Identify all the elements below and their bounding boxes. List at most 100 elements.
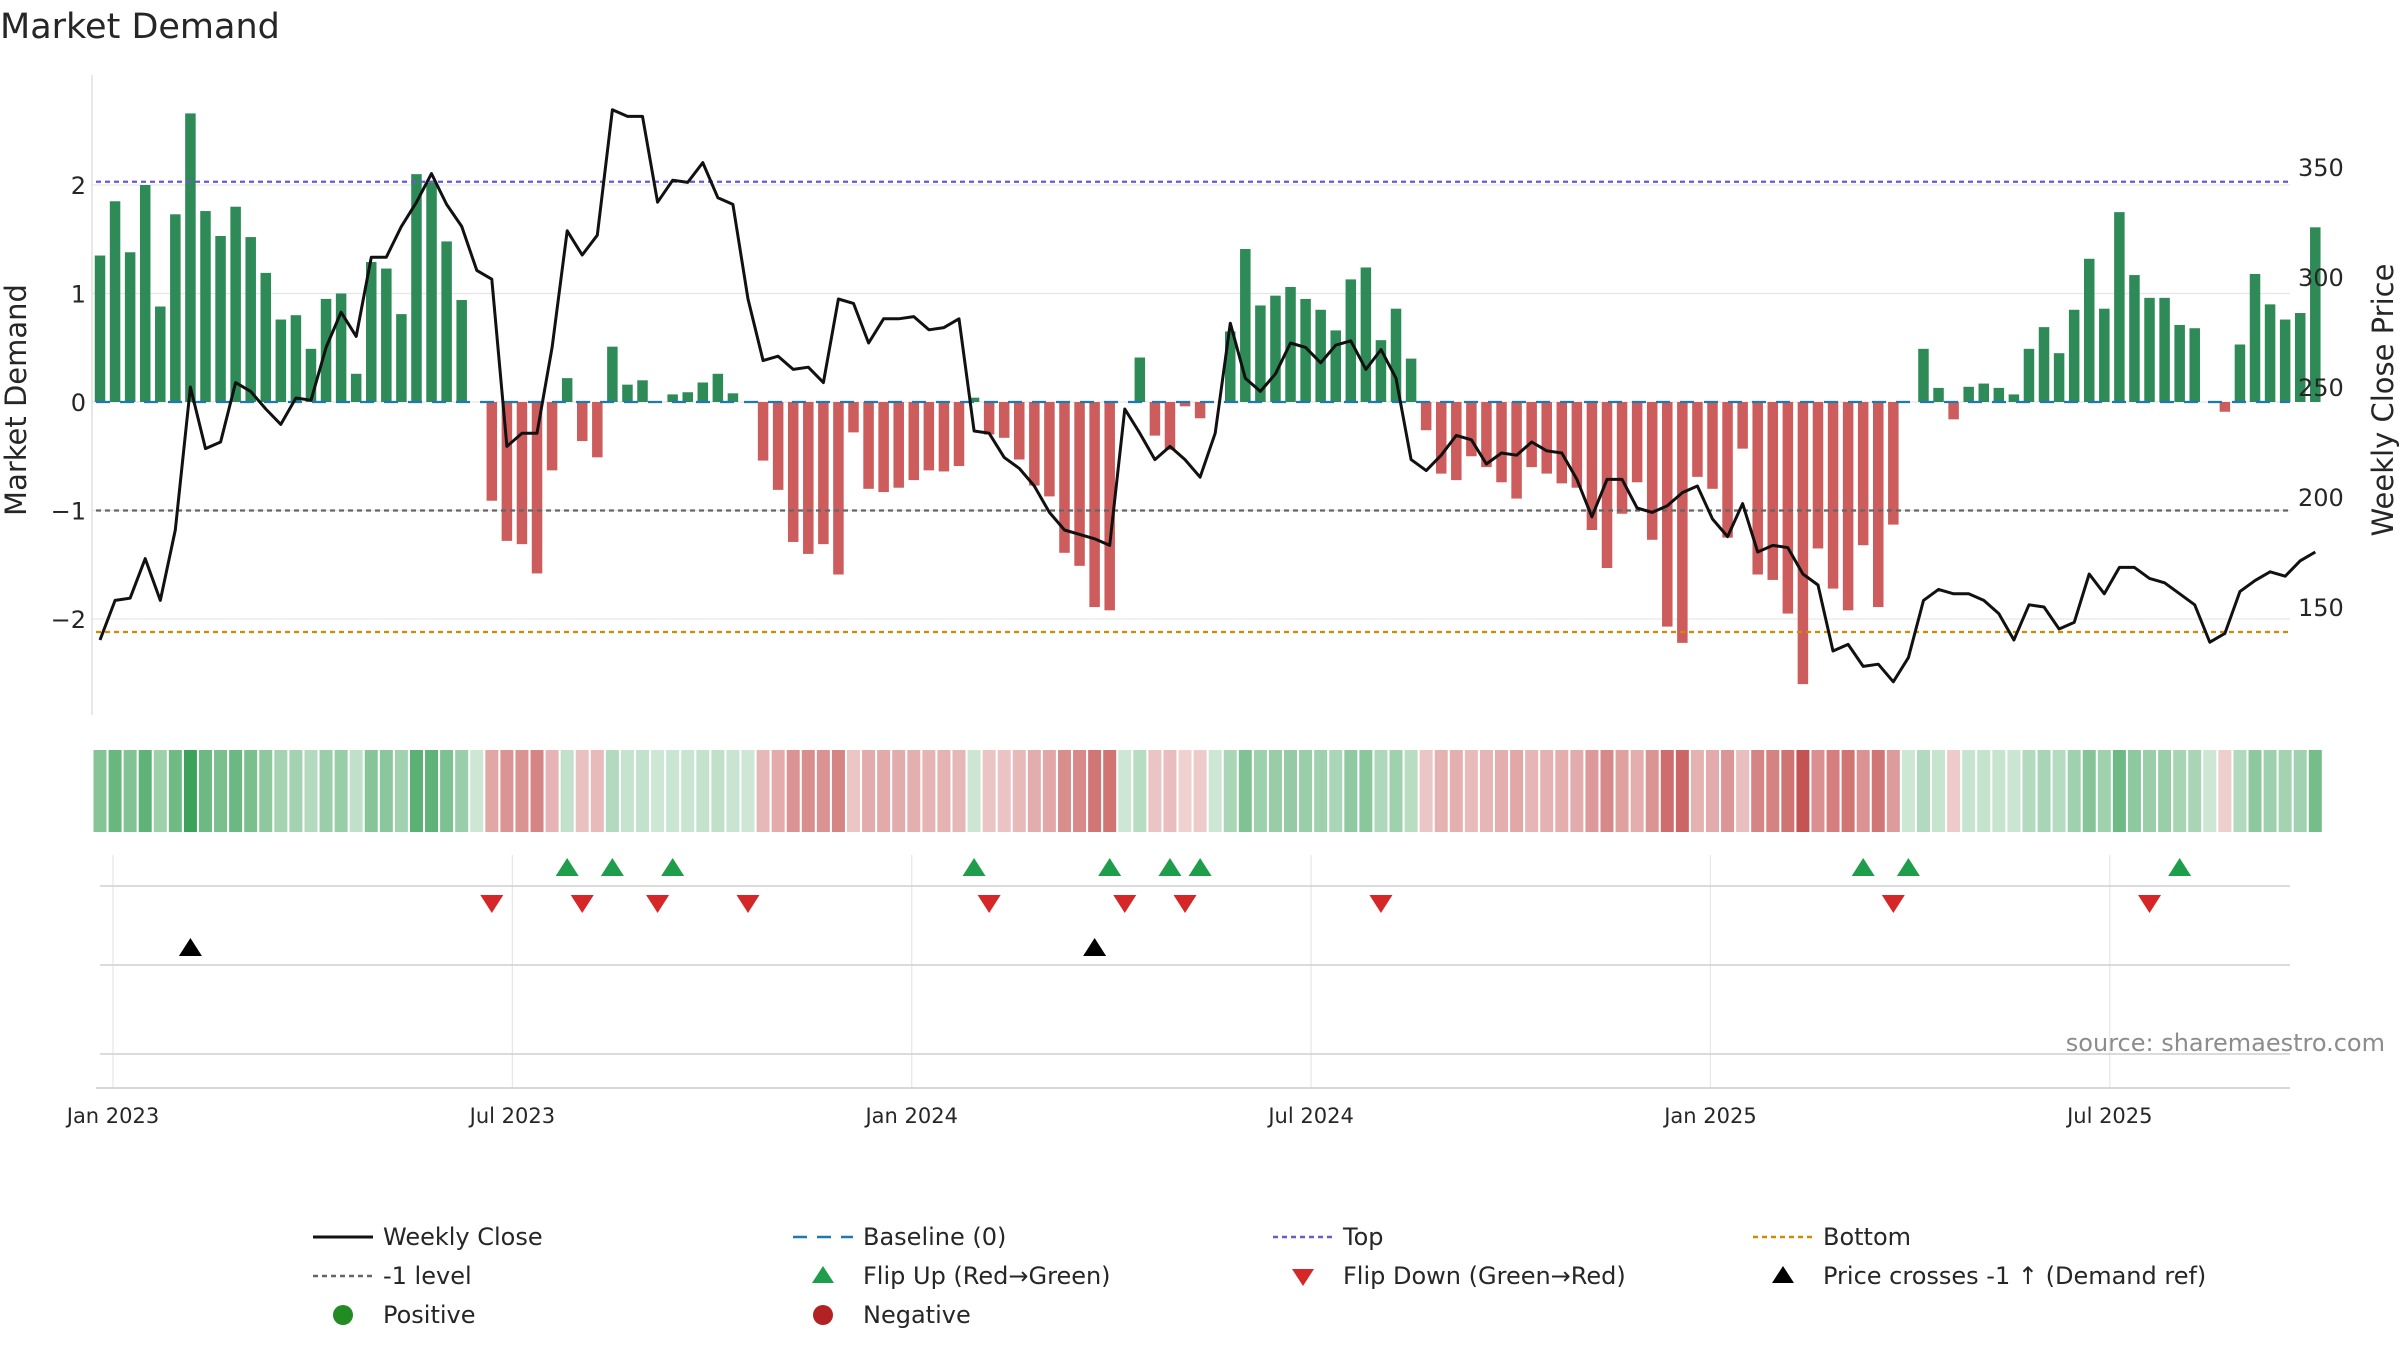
- heat-cell: [1148, 750, 1162, 832]
- heat-cell: [1871, 750, 1885, 832]
- flip-down-marker: [2138, 895, 2162, 913]
- heat-cell: [1374, 750, 1388, 832]
- heat-cell: [2112, 750, 2126, 832]
- demand-bar: [441, 241, 452, 402]
- heat-cell: [2263, 750, 2277, 832]
- legend-label: Price crosses -1 ↑ (Demand ref): [1823, 1262, 2206, 1290]
- flip-down-marker: [646, 895, 670, 913]
- flip-up-marker: [2168, 858, 2192, 876]
- heat-cell: [1419, 750, 1433, 832]
- demand-bar: [697, 382, 709, 402]
- demand-bar: [592, 402, 603, 458]
- heat-cell: [997, 750, 1011, 832]
- heat-cell: [892, 750, 906, 832]
- heat-cell: [2067, 750, 2081, 832]
- legend-item: Flip Up (Red→Green): [812, 1262, 1111, 1290]
- heat-cell: [1208, 750, 1222, 832]
- demand-bar: [953, 402, 965, 467]
- demand-bar: [1857, 402, 1869, 546]
- heat-cell: [2037, 750, 2051, 832]
- demand-bar: [170, 214, 181, 402]
- heat-cell: [1645, 750, 1659, 832]
- heat-cell: [1992, 750, 2006, 832]
- demand-bar: [1586, 402, 1598, 531]
- heat-cell: [1811, 750, 1825, 832]
- demand-bar: [1375, 340, 1387, 402]
- heat-cell: [1057, 750, 1071, 832]
- legend: Weekly Close Baseline (0) Top Bottom -1 leve…: [313, 1223, 2206, 1329]
- y-right-tick-label: 200: [2298, 484, 2344, 512]
- heat-cell: [620, 750, 634, 832]
- demand-bar: [1782, 402, 1794, 614]
- heat-cell: [1600, 750, 1614, 832]
- demand-bar: [1767, 402, 1779, 580]
- demand-bar: [757, 402, 769, 461]
- demand-bar: [109, 201, 121, 402]
- demand-bar: [1842, 402, 1854, 611]
- demand-bar: [486, 402, 498, 501]
- demand-bar: [848, 402, 859, 433]
- demand-bar: [983, 402, 995, 435]
- demand-bar: [2310, 227, 2321, 402]
- demand-bar: [607, 346, 618, 402]
- heat-cell: [2233, 750, 2247, 832]
- heat-cell: [1329, 750, 1343, 832]
- demand-bar: [381, 268, 392, 402]
- demand-bar: [2234, 344, 2246, 402]
- demand-bar: [1511, 402, 1522, 499]
- legend-triangle-up-icon: [1772, 1266, 1794, 1283]
- demand-bar: [1451, 402, 1462, 481]
- heat-cell: [1223, 750, 1237, 832]
- heat-cell: [1736, 750, 1750, 832]
- demand-bar: [1692, 402, 1703, 477]
- legend-label: Negative: [863, 1301, 971, 1329]
- demand-bar: [727, 393, 739, 402]
- legend-item: Top: [1273, 1223, 1384, 1251]
- heat-cell: [1088, 750, 1102, 832]
- reference-lines: [96, 180, 2290, 634]
- demand-bar: [2159, 297, 2170, 402]
- event-markers: [178, 858, 2192, 956]
- heat-cell: [2097, 750, 2111, 832]
- heat-cell: [530, 750, 544, 832]
- demand-bar: [1978, 383, 1989, 402]
- heat-cell: [198, 750, 212, 832]
- demand-bar: [1646, 402, 1658, 540]
- demand-bar: [531, 402, 543, 574]
- heat-cell: [153, 750, 167, 832]
- heat-cell: [1962, 750, 1976, 832]
- demand-bar: [1044, 402, 1055, 497]
- flip-down-marker: [1881, 895, 1905, 913]
- demand-bar: [1074, 402, 1085, 566]
- heat-cell: [967, 750, 981, 832]
- legend-label: Weekly Close: [383, 1223, 543, 1251]
- heat-cell: [726, 750, 740, 832]
- heat-cell: [214, 750, 228, 832]
- legend-item: Baseline (0): [793, 1223, 1006, 1251]
- heat-cell: [108, 750, 122, 832]
- demand-bar: [1164, 402, 1176, 450]
- demand-bar: [637, 380, 648, 402]
- heat-cell: [1690, 750, 1704, 832]
- heat-cell: [590, 750, 604, 832]
- heat-cell: [1103, 750, 1117, 832]
- heat-cell: [229, 750, 243, 832]
- demand-bar: [1827, 402, 1839, 589]
- heat-cell: [123, 750, 137, 832]
- demand-bar: [2023, 348, 2035, 402]
- heat-cell: [2022, 750, 2036, 832]
- heat-cell: [1540, 750, 1554, 832]
- legend-item: Bottom: [1753, 1223, 1911, 1251]
- demand-bar: [1616, 402, 1628, 514]
- heat-cell: [741, 750, 755, 832]
- demand-bar: [1556, 402, 1568, 484]
- legend-item: Flip Down (Green→Red): [1292, 1262, 1626, 1290]
- demand-bars: [94, 113, 2321, 685]
- demand-bar: [1752, 402, 1763, 575]
- heat-cell: [1495, 750, 1509, 832]
- legend-item: -1 level: [313, 1262, 472, 1290]
- heat-cell: [1585, 750, 1599, 832]
- heat-cell: [1796, 750, 1810, 832]
- demand-bar: [350, 373, 362, 402]
